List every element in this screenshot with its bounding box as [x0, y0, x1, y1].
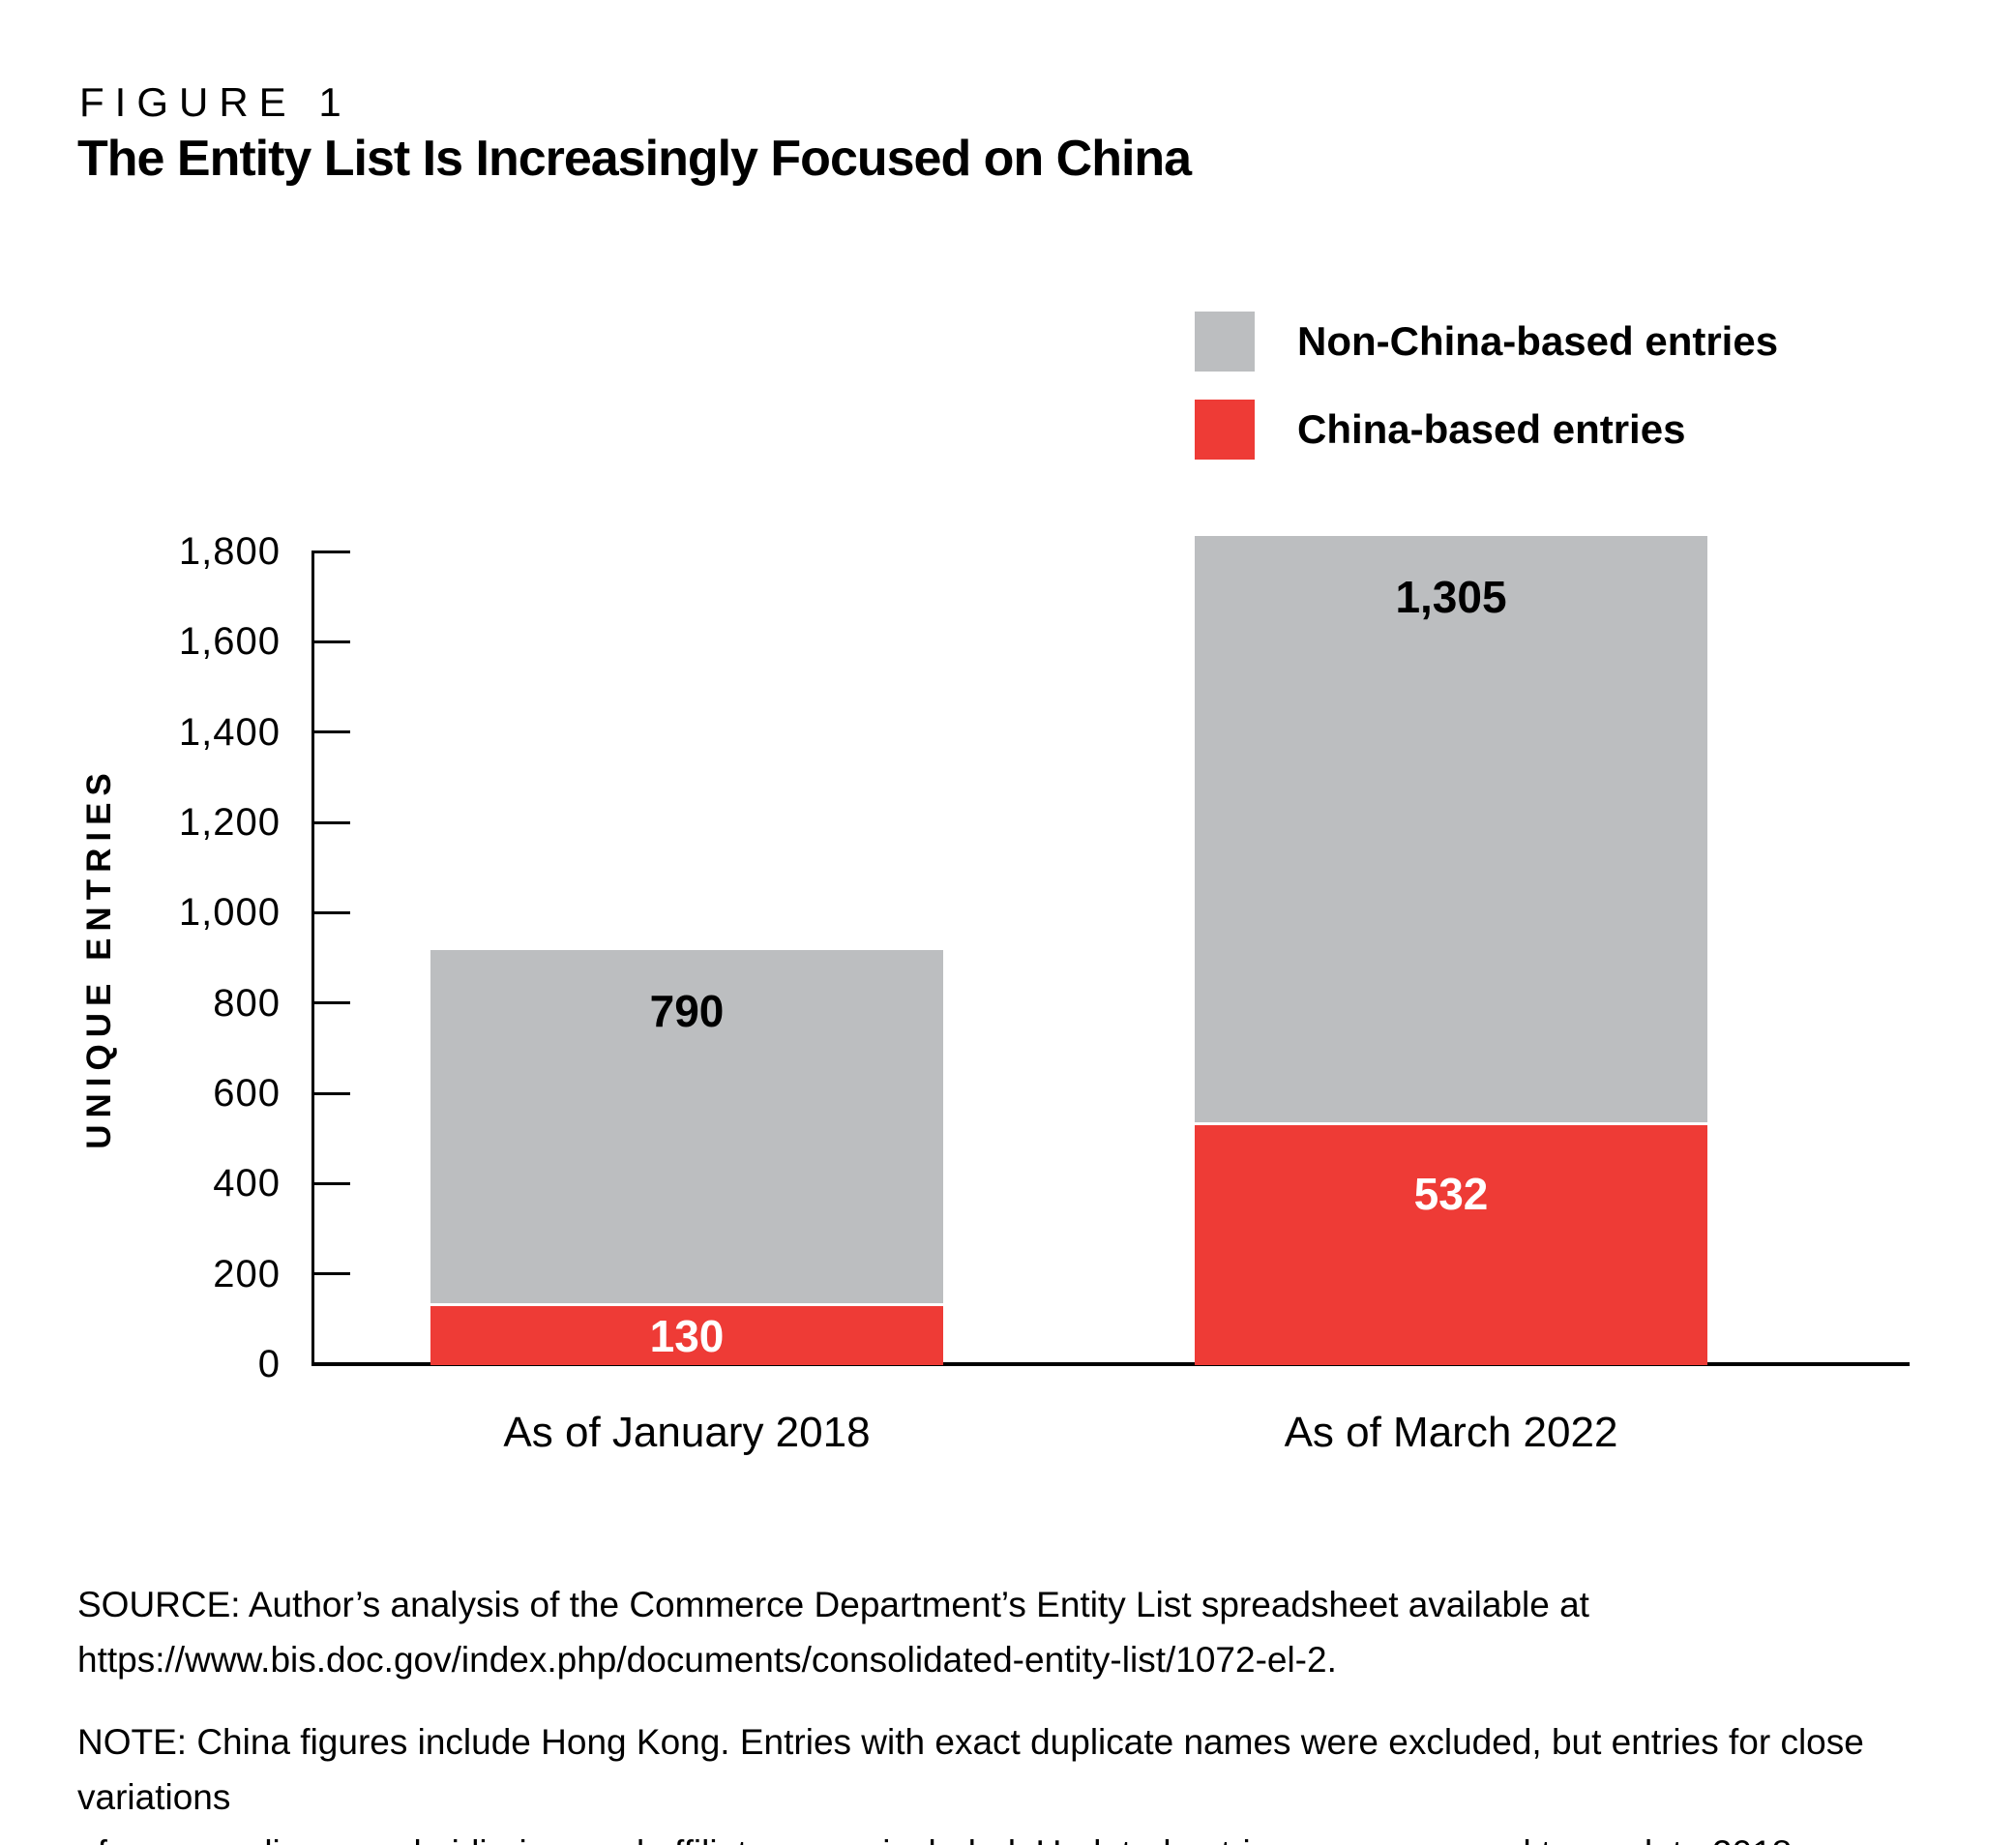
y-tick-mark	[311, 1181, 350, 1185]
y-tick-mark	[311, 640, 350, 643]
bar-march-2022-non-china-value: 1,305	[1395, 572, 1507, 622]
figure-label: FIGURE 1	[79, 79, 352, 125]
y-tick-mark	[311, 550, 350, 553]
y-tick-label: 1,000	[178, 891, 281, 935]
x-axis-line	[311, 1362, 1910, 1366]
y-tick-mark	[311, 1001, 350, 1005]
bar-january-2018-china-segment: 130	[430, 1306, 943, 1365]
legend-item-china: China-based entries	[1195, 400, 1778, 460]
bar-january-2018-non-china-value: 790	[649, 986, 725, 1036]
figure-title: The Entity List Is Increasingly Focused …	[77, 131, 1192, 187]
y-tick-label: 800	[213, 981, 281, 1025]
legend-swatch-china	[1195, 400, 1255, 460]
y-axis-line	[311, 551, 314, 1366]
legend: Non-China-based entries China-based entr…	[1195, 312, 1778, 488]
y-tick-label: 1,800	[178, 530, 281, 573]
y-tick-label: 1,600	[178, 620, 281, 664]
source-text: SOURCE: Author’s analysis of the Commerc…	[77, 1585, 1589, 1681]
legend-item-non-china: Non-China-based entries	[1195, 312, 1778, 372]
x-axis-label-march-2022: As of March 2022	[1284, 1409, 1618, 1456]
x-axis-label-january-2018: As of January 2018	[503, 1409, 871, 1456]
bar-march-2022-china-segment: 532	[1195, 1125, 1707, 1365]
y-tick-mark	[311, 1272, 350, 1276]
legend-label-non-china: Non-China-based entries	[1297, 318, 1779, 364]
bar-march-2022: 1,305 532	[1195, 536, 1707, 1365]
bar-january-2018: 790 130	[430, 950, 943, 1365]
legend-swatch-non-china	[1195, 312, 1255, 372]
bar-january-2018-non-china-segment: 790	[430, 950, 943, 1307]
bar-march-2022-non-china-segment: 1,305	[1195, 536, 1707, 1125]
y-tick-label: 0	[257, 1343, 281, 1385]
y-tick-mark	[311, 910, 350, 914]
bar-march-2022-china-value: 532	[1413, 1169, 1489, 1219]
y-tick-mark	[311, 820, 350, 824]
y-tick-label: 200	[213, 1252, 281, 1295]
legend-label-china: China-based entries	[1297, 406, 1686, 452]
y-tick-label: 1,400	[178, 710, 281, 754]
y-tick-label: 1,200	[178, 801, 281, 844]
y-tick-mark	[311, 1091, 350, 1095]
y-tick-label: 400	[213, 1162, 281, 1205]
note-text: NOTE: China figures include Hong Kong. E…	[77, 1722, 1864, 1845]
bar-january-2018-china-value: 130	[649, 1310, 725, 1361]
y-tick-label: 600	[213, 1072, 281, 1115]
y-tick-mark	[311, 730, 350, 734]
